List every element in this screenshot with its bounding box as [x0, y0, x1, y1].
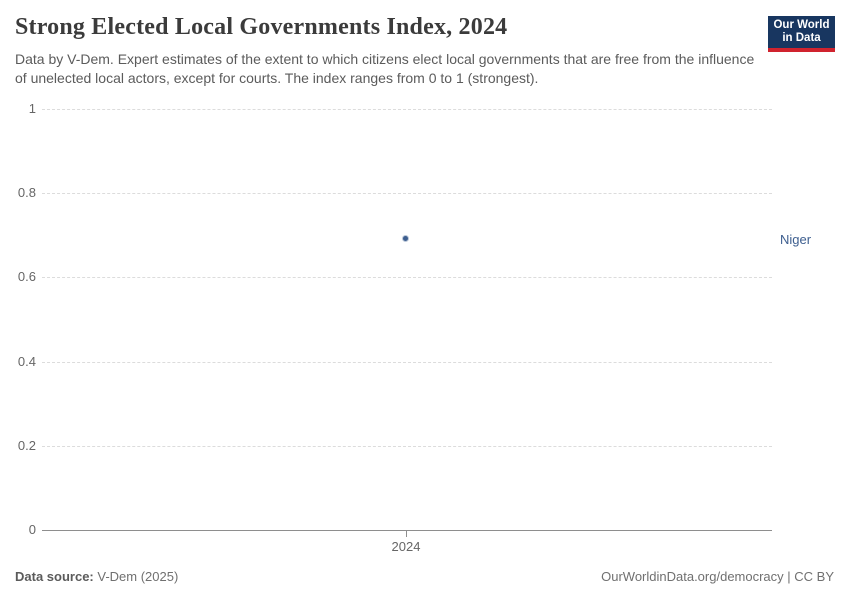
gridline-0-8 — [42, 193, 772, 194]
ytick-0-6: 0.6 — [17, 269, 36, 284]
data-source-note: Data source: V-Dem (2025) — [15, 569, 178, 584]
x-axis-line — [42, 530, 772, 531]
credit-link[interactable]: OurWorldinData.org/democracy | CC BY — [601, 569, 834, 584]
ytick-0-8: 0.8 — [17, 185, 36, 200]
owid-logo-line2: in Data — [782, 32, 821, 44]
data-source-value: V-Dem (2025) — [93, 569, 179, 584]
gridline-0-2 — [42, 446, 772, 447]
gridline-0-4 — [42, 362, 772, 363]
ytick-0-2: 0.2 — [17, 438, 36, 453]
gridline-1 — [42, 109, 772, 110]
chart-subtitle: Data by V-Dem. Expert estimates of the e… — [15, 51, 755, 86]
xtick-mark-2024 — [406, 531, 407, 537]
ytick-1: 1 — [28, 101, 36, 116]
data-point-niger[interactable] — [403, 236, 408, 241]
page-title: Strong Elected Local Governments Index, … — [15, 14, 508, 40]
xtick-label-2024: 2024 — [391, 539, 421, 554]
gridline-0-6 — [42, 277, 772, 278]
ytick-0: 0 — [28, 522, 36, 537]
owid-logo-line1: Our World — [773, 19, 830, 31]
entity-label-niger[interactable]: Niger — [780, 232, 812, 247]
data-source-label: Data source: — [15, 569, 94, 584]
owid-logo[interactable]: Our World in Data — [768, 16, 835, 52]
ytick-0-4: 0.4 — [17, 354, 36, 369]
